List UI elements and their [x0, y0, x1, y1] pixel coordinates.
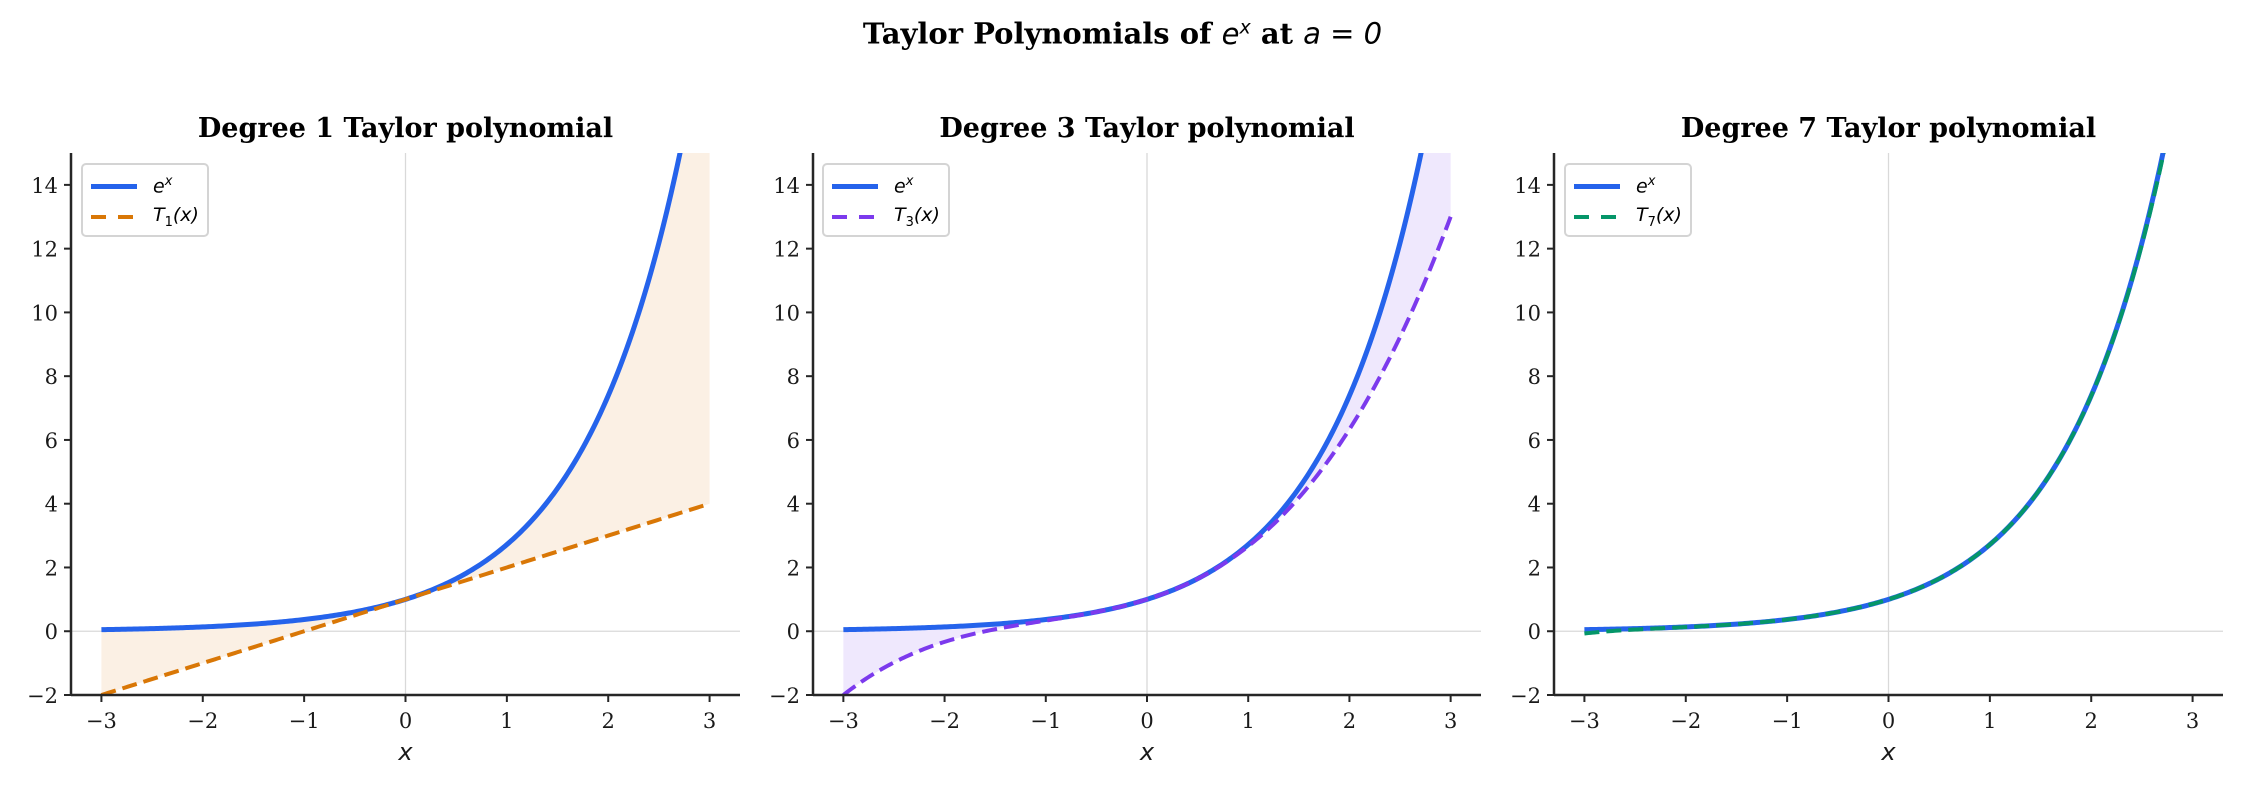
panel-1-title: Degree 1 Taylor polynomial [197, 113, 614, 144]
dashed-line-swatch-icon [832, 215, 878, 219]
x-tick-label: 3 [2186, 709, 2199, 733]
figure-title: Taylor Polynomials of ex at a = 0 [0, 16, 2245, 51]
panel-1-legend: ex T1(x) [81, 163, 209, 237]
x-tick-label: −1 [1772, 709, 1803, 733]
y-tick-label: 2 [1528, 556, 1541, 580]
title-exponent: x [1239, 16, 1251, 38]
y-tick-label: 0 [1528, 620, 1541, 644]
legend-label: T3(x) [894, 204, 940, 230]
legend-item-exp: ex [832, 174, 913, 198]
panel-3-title: Degree 7 Taylor polynomial [1680, 113, 2097, 144]
y-tick-label: 6 [787, 429, 800, 453]
legend-label: ex [153, 174, 173, 198]
y-tick-label: 8 [787, 365, 800, 389]
x-tick-label: 0 [399, 709, 412, 733]
x-tick-label: 0 [1882, 709, 1895, 733]
x-tick-label: 2 [602, 709, 615, 733]
y-tick-label: 6 [45, 429, 58, 453]
legend-item-taylor: T7(x) [1574, 204, 1682, 230]
x-tick-label: 3 [1444, 709, 1457, 733]
dashed-line-swatch-icon [91, 215, 137, 219]
y-tick-label: 12 [1514, 238, 1541, 262]
figure-title-text: Taylor Polynomials of [862, 16, 1222, 51]
x-tick-label: 3 [703, 709, 716, 733]
y-tick-label: 14 [1514, 174, 1541, 198]
dashed-line-swatch-icon [1574, 215, 1620, 219]
x-tick-label: −3 [86, 709, 117, 733]
y-tick-label: 6 [1528, 429, 1541, 453]
title-base: e [1221, 16, 1240, 51]
legend-label: T1(x) [153, 204, 199, 230]
error-fill-region [843, 153, 1451, 695]
solid-line-swatch-icon [832, 183, 878, 189]
y-tick-label: −2 [1510, 684, 1541, 708]
y-tick-label: −2 [769, 684, 800, 708]
x-tick-label: −1 [1030, 709, 1061, 733]
y-tick-label: 14 [31, 174, 58, 198]
x-tick-label: 1 [500, 709, 513, 733]
y-tick-label: 8 [1528, 365, 1541, 389]
x-tick-label: −2 [1670, 709, 1701, 733]
x-tick-label: −1 [289, 709, 320, 733]
panel-2-title: Degree 3 Taylor polynomial [939, 113, 1355, 144]
y-tick-label: 2 [45, 556, 58, 580]
y-tick-label: −2 [27, 684, 58, 708]
y-tick-label: 12 [773, 238, 800, 262]
y-tick-label: 10 [31, 301, 58, 325]
x-tick-label: −2 [929, 709, 960, 733]
y-tick-label: 8 [45, 365, 58, 389]
legend-label: ex [894, 174, 914, 198]
x-axis-label: x [397, 738, 413, 766]
legend-item-taylor: T3(x) [832, 204, 940, 230]
legend-item-exp: ex [91, 174, 172, 198]
x-tick-label: −3 [1569, 709, 1600, 733]
x-tick-label: 2 [1343, 709, 1356, 733]
y-tick-label: 4 [787, 493, 800, 517]
y-tick-label: 4 [45, 493, 58, 517]
y-tick-label: 14 [773, 174, 800, 198]
taylor-curve [842, 216, 1453, 695]
y-tick-label: 4 [1528, 493, 1541, 517]
legend-label: T7(x) [1636, 204, 1682, 230]
legend-label: ex [1636, 174, 1656, 198]
panel-3-legend: ex T7(x) [1564, 163, 1692, 237]
y-tick-label: 12 [31, 238, 58, 262]
x-tick-label: 2 [2085, 709, 2098, 733]
y-tick-label: 10 [773, 301, 800, 325]
figure-title-math: a = 0 [1303, 16, 1383, 51]
x-tick-label: −2 [187, 709, 218, 733]
x-axis-label: x [1880, 738, 1896, 766]
solid-line-swatch-icon [91, 183, 137, 189]
taylor-curve [100, 501, 711, 695]
taylor-curve [1584, 153, 2166, 636]
figure-title-math-base: ex [1221, 16, 1251, 51]
x-tick-label: 1 [1242, 709, 1255, 733]
y-tick-label: 0 [45, 620, 58, 644]
x-tick-label: −3 [828, 709, 859, 733]
x-tick-label: 0 [1140, 709, 1153, 733]
x-tick-label: 1 [1983, 709, 1996, 733]
y-tick-label: 0 [787, 620, 800, 644]
error-fill-region [101, 153, 710, 695]
figure-title-mid: at [1250, 16, 1304, 51]
solid-line-swatch-icon [1574, 183, 1620, 189]
legend-item-exp: ex [1574, 174, 1655, 198]
y-tick-label: 2 [787, 556, 800, 580]
x-axis-label: x [1139, 738, 1155, 766]
panel-2-legend: ex T3(x) [822, 163, 950, 237]
y-tick-label: 10 [1514, 301, 1541, 325]
legend-item-taylor: T1(x) [91, 204, 199, 230]
